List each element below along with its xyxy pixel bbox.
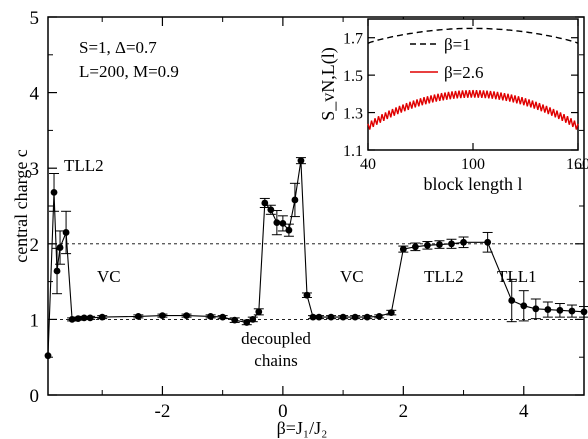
annotation-vc-right: VC: [340, 267, 364, 286]
data-point: [44, 352, 52, 360]
data-point: [448, 240, 455, 248]
params-text-line-1: S=1, Δ=0.7: [79, 38, 157, 57]
data-point: [98, 313, 106, 321]
x-axis-label: β=J₁/J₂: [277, 418, 328, 438]
inset-legend-label-2: β=2.6: [444, 63, 484, 82]
inset-x-axis-label: block length l: [424, 174, 523, 194]
data-point: [484, 238, 492, 246]
data-point: [207, 312, 215, 320]
data-point: [508, 297, 516, 304]
data-point: [315, 313, 323, 321]
data-point: [261, 199, 269, 207]
params-text-line-2: L=200, M=0.9: [79, 62, 179, 81]
inset-series-line-2: [367, 89, 579, 130]
data-point: [219, 313, 227, 321]
data-point: [243, 319, 251, 326]
data-point: [134, 312, 142, 320]
main-annotations: S=1, Δ=0.7 L=200, M=0.9 TLL2 VC decoupled cha…: [64, 38, 537, 370]
data-point: [273, 219, 281, 227]
inset-plot: 1.1 1.3 1.5 1.7 40 100 160 β=1 β=2.6: [343, 18, 588, 173]
y-axis-label: central charge c: [11, 149, 31, 263]
y-tick-label: 5: [30, 8, 40, 29]
inset-y-tick-label: 1.7: [343, 31, 363, 48]
data-point: [80, 314, 88, 322]
data-point: [544, 306, 552, 313]
inset-y-tick-label: 1.1: [343, 143, 363, 160]
annotation-tll2-right: TLL2: [424, 267, 464, 286]
data-point: [285, 226, 293, 234]
x-tick-label: 2: [399, 401, 409, 422]
data-point: [231, 316, 239, 324]
data-point: [351, 313, 359, 321]
y-tick-label: 0: [30, 386, 40, 407]
data-point: [399, 245, 407, 253]
data-point: [74, 315, 82, 323]
annotation-chains: chains: [254, 351, 297, 370]
data-point: [68, 316, 76, 323]
data-point: [436, 241, 443, 248]
data-point: [267, 206, 275, 214]
data-point: [159, 312, 166, 320]
data-point: [520, 302, 528, 310]
data-point: [460, 238, 467, 246]
data-point: [411, 243, 419, 251]
data-point: [375, 312, 383, 320]
inset-x-tick-label: 100: [461, 156, 485, 173]
x-tick-label: 4: [519, 401, 529, 422]
main-ticks: 0 1 2 3 4 5 -2 0 2 4: [30, 8, 585, 422]
data-point: [363, 313, 371, 321]
inset-legend: β=1 β=2.6: [410, 35, 484, 82]
x-tick-label: 0: [278, 401, 288, 422]
y-tick-label: 2: [30, 235, 40, 256]
y-tick-label: 3: [30, 159, 40, 180]
data-point: [532, 305, 540, 313]
data-point: [339, 313, 347, 321]
data-point: [56, 244, 64, 251]
data-point: [255, 308, 263, 316]
inset-ticks: 1.1 1.3 1.5 1.7 40 100 160: [343, 19, 588, 173]
inset-y-tick-label: 1.5: [343, 68, 363, 85]
data-point: [556, 306, 564, 314]
main-series: [44, 157, 588, 360]
data-point: [62, 229, 70, 236]
data-point: [86, 314, 94, 322]
main-plot: 0 1 2 3 4 5 -2 0 2 4 S=1, Δ=0.7 L=200, M=0.9 TLL2 VC…: [30, 8, 588, 422]
reference-lines: [48, 243, 584, 320]
annotation-tll2-left: TLL2: [64, 156, 104, 175]
inset-x-tick-label: 160: [566, 156, 588, 173]
data-point: [279, 219, 287, 227]
annotation-decoupled: decoupled: [241, 329, 311, 348]
annotation-tll1: TLL1: [497, 267, 537, 286]
data-point: [183, 312, 190, 320]
inset-x-tick-label: 40: [360, 156, 376, 173]
x-tick-label: -2: [155, 401, 171, 422]
data-point: [568, 307, 576, 315]
data-point: [297, 157, 305, 165]
data-point: [580, 308, 588, 316]
data-point: [50, 188, 58, 196]
data-point: [387, 309, 395, 316]
data-point: [424, 241, 431, 249]
data-point: [249, 316, 257, 323]
y-tick-label: 4: [30, 84, 40, 105]
data-point: [309, 313, 317, 321]
data-point: [291, 196, 299, 204]
inset-legend-label-1: β=1: [444, 35, 471, 54]
inset-y-axis-label: S_vN,L(l): [318, 47, 339, 121]
data-point: [303, 291, 311, 299]
inset-background: [368, 19, 578, 150]
inset-y-tick-label: 1.3: [343, 106, 363, 123]
inset-series: [367, 27, 579, 130]
annotation-vc-left: VC: [97, 267, 121, 286]
y-tick-label: 1: [30, 310, 40, 331]
data-point: [327, 313, 335, 321]
data-point: [53, 267, 61, 275]
